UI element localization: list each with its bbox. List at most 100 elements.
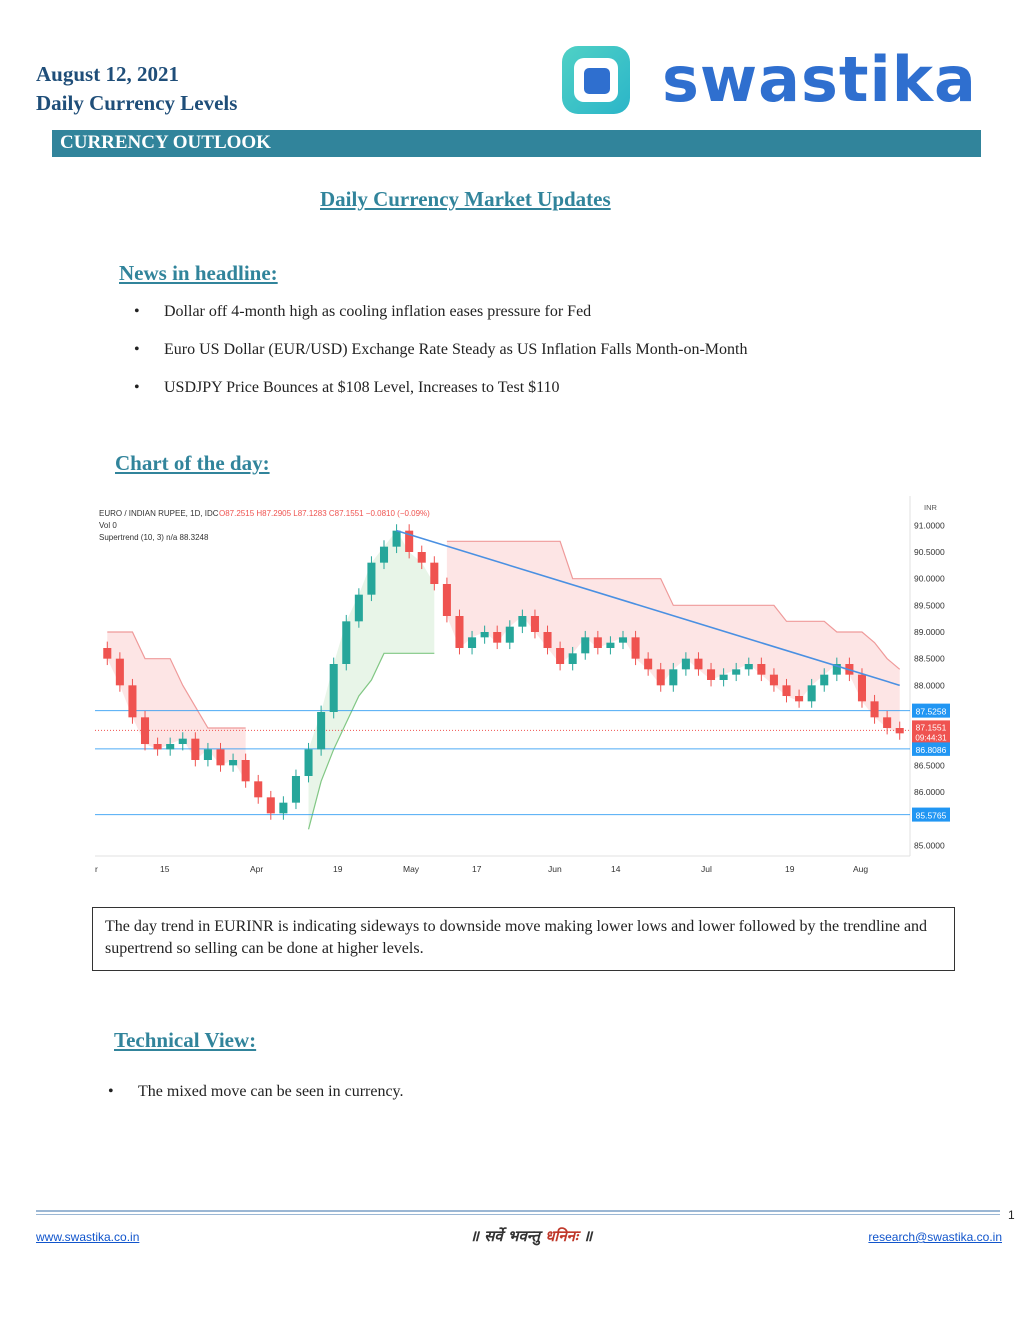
last-price-label: 87.1551 — [916, 722, 947, 732]
candle-body — [782, 685, 791, 696]
website-link[interactable]: www.swastika.co.in — [36, 1230, 140, 1244]
report-date: August 12, 2021 — [36, 62, 179, 86]
candle-body — [430, 562, 439, 584]
candle-body — [342, 621, 351, 664]
candle-body — [405, 530, 414, 552]
brand-name: swastika — [662, 43, 977, 116]
level-label-bg — [912, 741, 950, 756]
candle-body — [631, 637, 640, 659]
candle-body — [392, 530, 401, 547]
candle-body — [656, 669, 665, 686]
motto-part-2: धनिनः — [545, 1227, 578, 1245]
candle-body — [530, 616, 539, 632]
trend-note: The day trend in EURINR is indicating si… — [105, 918, 928, 957]
supertrend-upper-fill — [446, 541, 900, 734]
supertrend-upper-line — [107, 631, 246, 729]
candle-body — [543, 632, 552, 648]
y-tick-label: 89.5000 — [914, 600, 945, 610]
candle-body — [618, 637, 628, 643]
legend-symbol: EURO / INDIAN RUPEE, 1D, IDC — [99, 509, 219, 518]
y-tick-label: 89.0000 — [914, 627, 945, 637]
technical-heading: Technical View: — [114, 1028, 257, 1052]
y-tick-label: 90.5000 — [914, 547, 945, 557]
supertrend-upper-fill — [107, 632, 246, 782]
motto-part-3: ॥ — [583, 1227, 593, 1245]
x-tick-label: 15 — [160, 864, 170, 874]
candle-body — [241, 760, 250, 782]
candle-body — [807, 685, 816, 702]
candle-body — [832, 664, 841, 675]
legend-ohlc: O87.2515 H87.2905 L87.1283 C87.1551 −0.0… — [219, 509, 430, 518]
candle-body — [166, 744, 175, 750]
report-subtitle: Daily Currency Levels — [36, 91, 238, 115]
candle-body — [442, 584, 451, 616]
supertrend-lower-line — [307, 652, 435, 830]
candle-body — [556, 648, 565, 664]
candle-body — [769, 674, 778, 686]
candle-body — [518, 616, 527, 627]
candle-body — [216, 749, 225, 766]
candle-body — [304, 749, 313, 776]
candle-body — [291, 776, 300, 803]
brand-logo: swastika — [560, 44, 977, 116]
x-tick-label: Apr — [250, 864, 263, 874]
x-tick-label: 19 — [333, 864, 343, 874]
y-tick-label: 85.0000 — [914, 840, 945, 850]
candle-body — [757, 664, 766, 675]
y-tick-label: 86.5000 — [914, 760, 945, 770]
trend-note-box: The day trend in EURINR is indicating si… — [92, 907, 955, 971]
candle-body — [317, 712, 326, 750]
candle-body — [581, 637, 590, 654]
footer-divider-thin — [36, 1214, 1000, 1215]
x-tick-label: May — [403, 864, 420, 874]
candle-body — [128, 685, 137, 718]
candle-body — [694, 658, 703, 670]
x-tick-label: Aug — [853, 864, 868, 874]
supertrend-upper-line — [446, 540, 901, 670]
candle-body — [707, 669, 716, 680]
candle-body — [870, 701, 879, 718]
candle-body — [191, 738, 200, 760]
news-heading: News in headline: — [119, 261, 278, 285]
swastika-logo-icon — [560, 44, 632, 116]
candle-body — [354, 594, 363, 622]
candle-body — [593, 637, 602, 648]
candle-body — [140, 717, 150, 744]
header-dates: August 12, 2021 Daily Currency Levels — [36, 60, 237, 118]
candle-body — [254, 781, 263, 798]
candle-body — [568, 653, 577, 664]
level-label-bg — [912, 807, 950, 822]
currency-label: INR — [924, 503, 938, 512]
candle-body — [153, 744, 162, 750]
candle-body — [103, 648, 112, 659]
candle-body — [455, 616, 464, 648]
candle-body — [669, 669, 678, 686]
news-item: Dollar off 4-month high as cooling infla… — [134, 302, 747, 340]
technical-list: The mixed move can be seen in currency. — [108, 1082, 404, 1120]
candle-body — [115, 658, 124, 686]
candle-body — [732, 669, 741, 675]
news-item: Euro US Dollar (EUR/USD) Exchange Rate S… — [134, 340, 747, 378]
x-tick-label: 19 — [785, 864, 795, 874]
candle-body — [178, 738, 187, 744]
level-label: 87.5258 — [916, 707, 947, 717]
level-label-bg — [912, 703, 950, 718]
candle-body — [367, 562, 376, 595]
page-number: 1 — [1008, 1208, 1015, 1222]
x-tick-label: 17 — [472, 864, 482, 874]
motto-part-1: ॥ सर्वे भवन्तु — [470, 1227, 540, 1245]
candle-body — [820, 674, 829, 686]
email-link[interactable]: research@swastika.co.in — [868, 1230, 1002, 1244]
currency-outlook-label: CURRENCY OUTLOOK — [60, 132, 271, 153]
supertrend-lower-fill — [308, 530, 435, 830]
last-price-timer: 09:44:31 — [915, 733, 947, 742]
candle-body — [379, 546, 389, 563]
candle-body — [795, 696, 804, 702]
candle-body — [644, 658, 653, 670]
candle-body — [606, 642, 615, 648]
candle-body — [744, 664, 753, 670]
level-label: 86.8086 — [916, 745, 947, 755]
x-tick-label: r — [95, 864, 98, 874]
candle-body — [895, 728, 904, 734]
